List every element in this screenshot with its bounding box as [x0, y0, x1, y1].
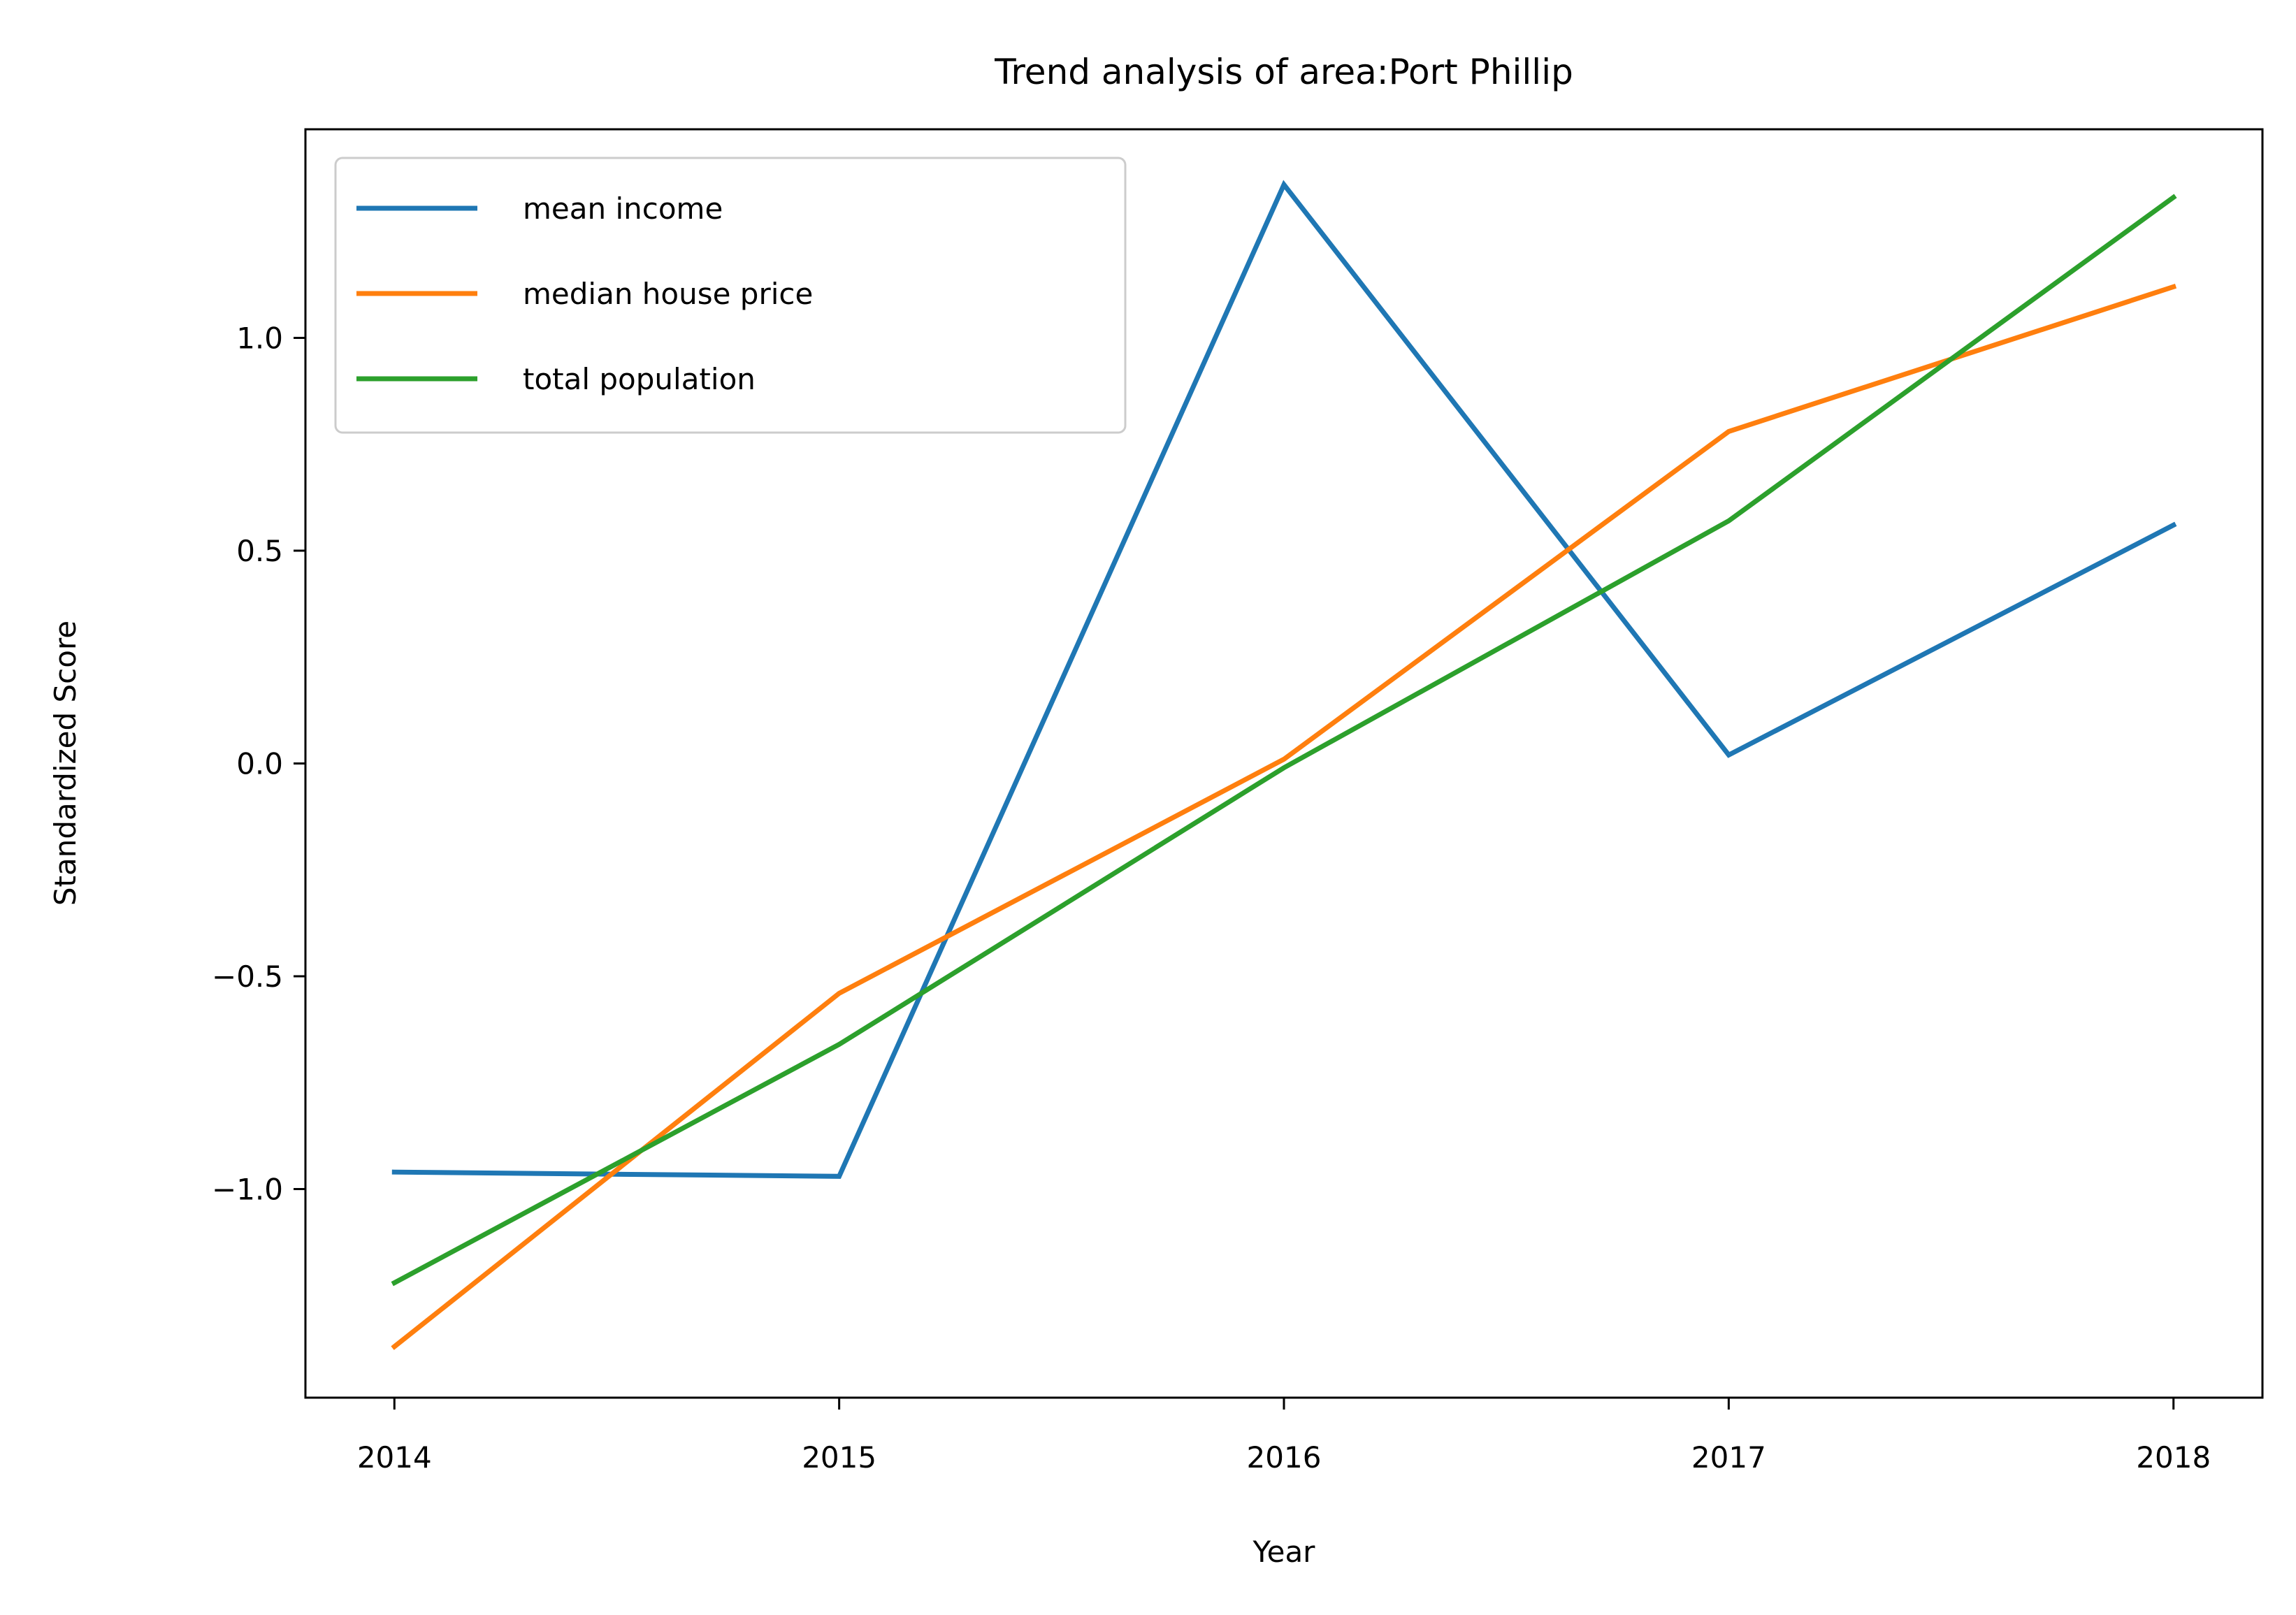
legend-box — [334, 157, 1127, 434]
series-lines — [391, 180, 2177, 1350]
legend-label: median house price — [523, 277, 813, 311]
x-tick-label: 2017 — [1691, 1440, 1766, 1475]
series-line-mean-income — [391, 180, 2177, 1179]
x-tick-label: 2015 — [802, 1440, 876, 1475]
legend-label: mean income — [523, 191, 723, 226]
series-line-median-house-price — [391, 283, 2177, 1350]
y-axis: −1.0 −0.5 0.0 0.5 1.0 — [212, 321, 305, 1207]
x-tick-label: 2018 — [2136, 1440, 2211, 1475]
y-tick-label: 0.0 — [236, 747, 283, 781]
y-tick-label: −0.5 — [212, 959, 283, 994]
y-tick-label: 1.0 — [236, 321, 283, 355]
legend-label: total population — [523, 362, 756, 396]
y-tick-label: 0.5 — [236, 534, 283, 568]
x-tick-label: 2016 — [1247, 1440, 1322, 1475]
y-tick-label: −1.0 — [212, 1173, 283, 1207]
y-axis-label: Standardized Score — [48, 621, 82, 906]
x-tick-label: 2014 — [357, 1440, 432, 1475]
chart-title: Trend analysis of area:Port Phillip — [994, 52, 1573, 92]
legend: mean income median house price total popul… — [334, 157, 1127, 434]
plot-frame — [304, 128, 2264, 1399]
x-axis-label: Year — [1252, 1535, 1316, 1569]
series-line-total-population — [391, 194, 2177, 1287]
x-axis: 2014 2015 2016 2017 2018 — [357, 1398, 2211, 1475]
